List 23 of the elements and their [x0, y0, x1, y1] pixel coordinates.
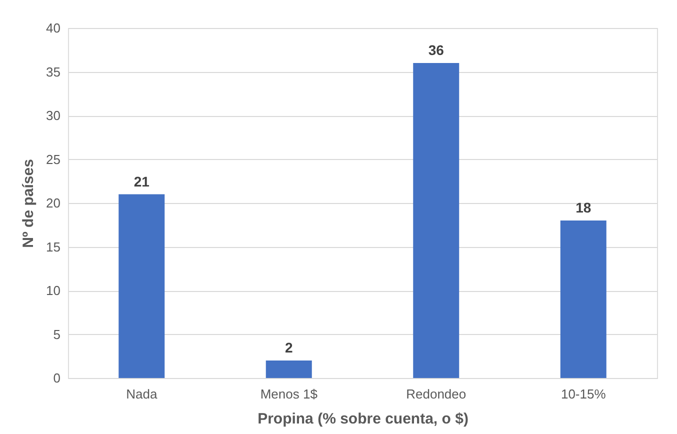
y-tick-label: 0 [53, 370, 60, 386]
x-tick-label: 10-15% [560, 386, 606, 402]
bar [118, 194, 165, 378]
x-tick-label: Menos 1$ [260, 386, 318, 402]
data-label: 2 [284, 340, 293, 356]
data-label: 18 [576, 200, 592, 216]
y-tick-label: 25 [46, 152, 60, 167]
y-axis-title: Nº de países [20, 159, 38, 248]
y-tick-label: 10 [46, 283, 60, 298]
data-label: 21 [134, 173, 150, 190]
bar [413, 63, 460, 378]
x-tick-label: Redondeo [406, 386, 466, 402]
y-tick-label: 15 [46, 239, 60, 254]
y-tick-label: 20 [46, 196, 60, 210]
y-tick-label: 35 [46, 64, 60, 80]
data-label: 36 [428, 42, 444, 58]
y-tick-label: 5 [53, 326, 60, 342]
x-tick-label: Nada [126, 386, 158, 402]
y-tick-label: 30 [46, 108, 60, 123]
y-tick-label: 40 [46, 20, 60, 36]
bar [266, 360, 312, 378]
x-axis-title: Propina (% sobre cuenta, o $) [258, 410, 468, 428]
bar [560, 220, 606, 378]
